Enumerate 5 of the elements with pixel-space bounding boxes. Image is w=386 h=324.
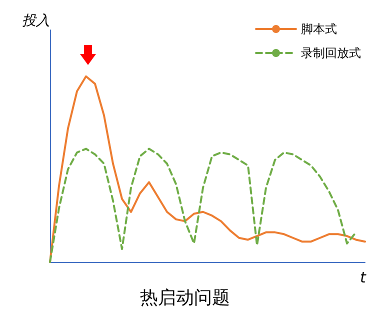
text: 热启动问题 — [140, 288, 230, 308]
x-axis-title: t — [360, 268, 367, 286]
legend-label: 录制回放式 — [301, 46, 361, 60]
legend-label: 脚本式 — [301, 22, 337, 36]
y-axis-title: 投入 — [22, 13, 50, 29]
